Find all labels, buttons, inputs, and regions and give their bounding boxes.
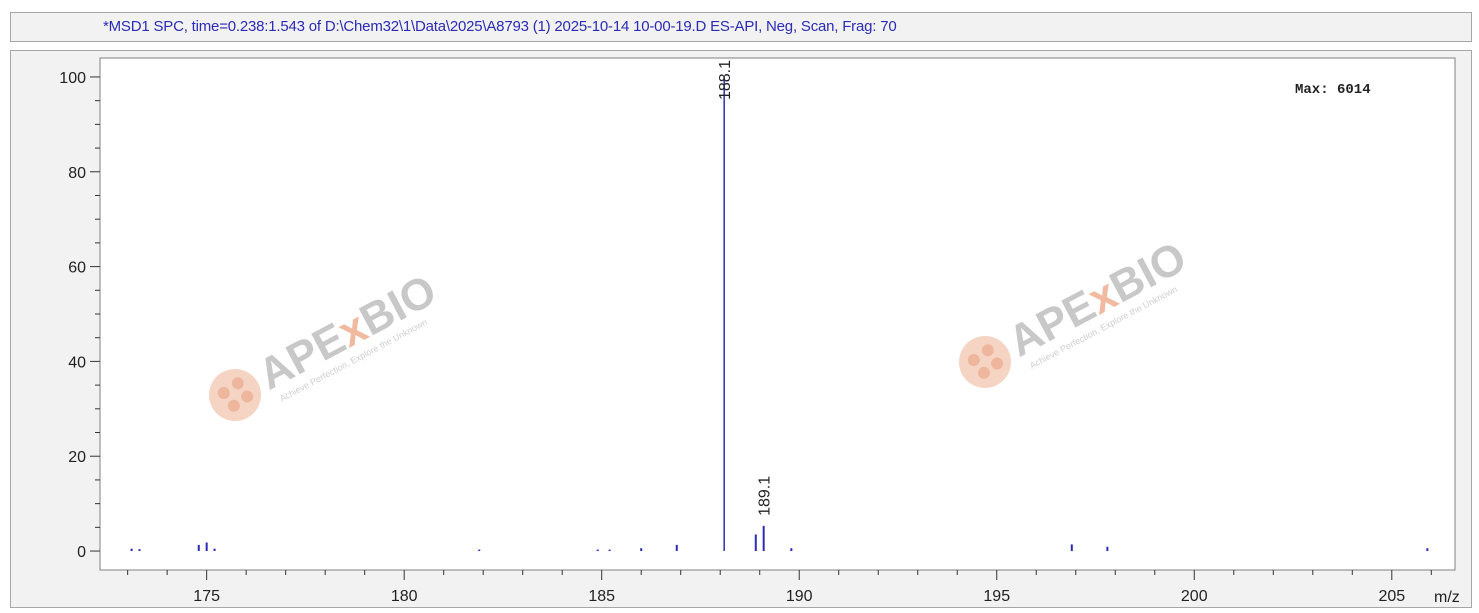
y-tick-label: 40 [68,354,86,371]
x-tick-label: 180 [391,588,418,605]
x-tick-label: 200 [1181,588,1208,605]
peaks [130,76,1429,552]
y-tick-label: 100 [59,70,86,87]
axes: 0 20 40 60 80 100 175 180 185 190 195 200 205 [59,70,1432,605]
chart-title-bar: *MSD1 SPC, time=0.238:1.543 of D:\Chem32… [10,12,1472,42]
peak-labels: 188.1 189.1 [717,60,774,516]
watermark-logo-icon [209,369,261,421]
plot-area [99,57,1456,571]
peak-label: 189.1 [757,476,774,516]
chart-title: *MSD1 SPC, time=0.238:1.543 of D:\Chem32… [103,18,897,35]
x-tick-label: 190 [786,588,813,605]
x-tick-label: 195 [983,588,1010,605]
x-tick-label: 175 [193,588,220,605]
max-intensity-label: Max: 6014 [1295,82,1371,98]
x-axis-label: m/z [1434,589,1460,606]
y-tick-label: 80 [68,165,86,182]
watermark-logo-icon [959,336,1011,388]
y-tick-label: 0 [77,544,86,561]
x-tick-label: 205 [1378,588,1405,605]
x-tick-label: 185 [588,588,615,605]
y-tick-label: 20 [68,449,86,466]
y-tick-label: 60 [68,260,86,277]
peak-label: 188.1 [717,60,734,100]
